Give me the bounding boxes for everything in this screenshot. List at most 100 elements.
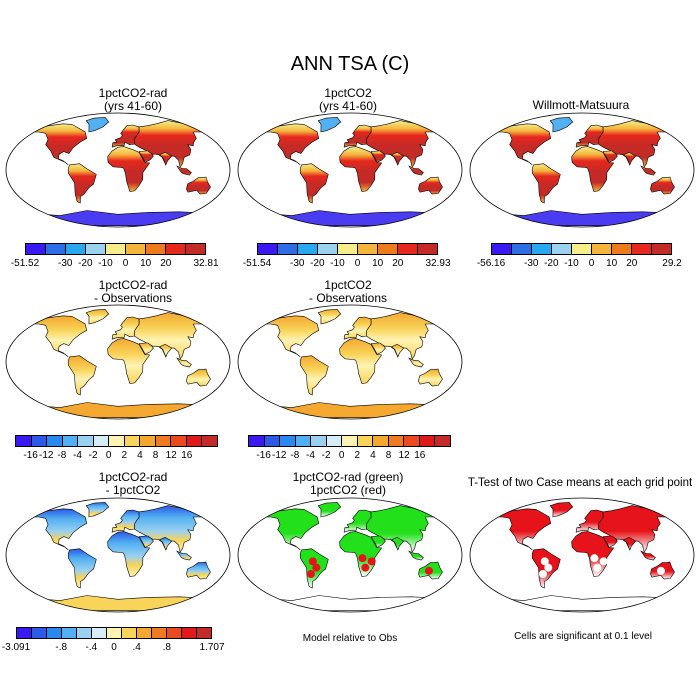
colorbar-swatch <box>171 436 187 446</box>
land-samerica <box>531 163 561 204</box>
colorbar-swatch <box>388 436 405 446</box>
panel-title-p3-line1: Willmott-Matsuura <box>532 98 630 112</box>
land-arabia <box>370 342 386 355</box>
map-p4 <box>5 304 231 420</box>
panel-title-p8-line1: T-Test of two Case means at each grid po… <box>467 477 693 489</box>
map-p5 <box>237 304 463 420</box>
land-seasia <box>408 165 424 176</box>
colorbar-tick-label: -4 <box>306 450 315 461</box>
map-border <box>237 304 463 420</box>
colorbar-tick-label: 0 <box>338 450 345 461</box>
land-europe <box>111 509 140 533</box>
land-greenland <box>85 309 110 325</box>
colorbar-swatch <box>62 436 79 446</box>
colorbar-swatch <box>66 244 86 254</box>
colorbar-swatch <box>278 244 298 254</box>
colorbar-tick-label: 32.81 <box>193 258 219 269</box>
land-namerica <box>494 123 552 166</box>
colorbar-tick-label: -20 <box>310 258 325 269</box>
colorbar-swatch <box>140 436 156 446</box>
map-border <box>469 112 695 228</box>
colorbar-tick-label: -3.091 <box>1 642 31 653</box>
land-arabia <box>370 535 386 548</box>
land-asia <box>365 312 442 360</box>
land-samerica <box>67 548 97 589</box>
colorbar-p3 <box>491 243 672 255</box>
note-ttest: Cells are significant at 0.1 level <box>514 631 652 642</box>
colorbar-tick-label: 0 <box>588 258 595 269</box>
colorbar-swatch <box>258 244 278 254</box>
land-greenland <box>85 502 110 518</box>
colorbar-swatch <box>492 244 512 254</box>
colorbar-tick-label: 2 <box>121 450 128 461</box>
land-greenland <box>549 117 574 133</box>
map-border <box>237 497 463 613</box>
note-compare: Model relative to Obs <box>302 633 398 644</box>
colorbar-tick-label: 12 <box>398 450 410 461</box>
land-europe <box>575 124 604 148</box>
colorbar-tick-label: .8 <box>162 642 171 653</box>
significance-patch <box>599 557 608 566</box>
colorbar-swatch <box>202 436 217 446</box>
colorbar-tick-label: 16 <box>414 450 426 461</box>
land-namerica <box>30 508 88 551</box>
colorbar-swatch <box>280 436 296 446</box>
land-africa <box>107 146 151 192</box>
map-border <box>5 304 231 420</box>
land-africa <box>339 146 383 192</box>
land-india <box>158 151 173 166</box>
colorbar-swatch <box>126 244 146 254</box>
panel-title-p7-line1: 1pctCO2-rad (green) <box>292 470 404 484</box>
land-europe <box>343 316 372 340</box>
significance-patch <box>538 570 547 578</box>
land-australia <box>650 176 675 195</box>
colorbar-swatch <box>137 628 152 638</box>
land-europe <box>343 509 372 533</box>
colorbar-swatch <box>47 436 63 446</box>
colorbar-tick-label: -8 <box>290 450 300 461</box>
colorbar-tick-label: 0 <box>105 450 112 461</box>
land-antarctica <box>26 595 209 611</box>
colorbar-swatch <box>311 436 327 446</box>
land-india <box>622 151 637 166</box>
colorbar-tick-label: 8 <box>152 450 159 461</box>
land-antarctica <box>258 402 441 418</box>
colorbar-tick-label: 0 <box>122 258 129 269</box>
land-africa <box>107 531 151 577</box>
colorbar-tick-label: 16 <box>181 450 193 461</box>
land-india <box>390 151 405 166</box>
panel-title-p1-line1: 1pctCO2-rad <box>98 86 168 100</box>
colorbar-p3-labels: -56.16 -30 -20 -10 0 10 20 29.2 <box>477 258 682 270</box>
significance-patch <box>312 563 321 572</box>
colorbar-swatch <box>419 436 436 446</box>
colorbar-swatch <box>186 244 205 254</box>
colorbar-tick-label: -56.16 <box>476 258 506 269</box>
land-namerica <box>262 315 320 358</box>
map-p8 <box>469 497 695 613</box>
colorbar-swatch <box>17 628 32 638</box>
colorbar-swatch <box>93 436 110 446</box>
colorbar-swatch <box>124 436 141 446</box>
colorbar-swatch <box>86 244 106 254</box>
colorbar-swatch <box>32 628 47 638</box>
colorbar-tick-label: 20 <box>392 258 404 269</box>
colorbar-tick-label: -2 <box>321 450 331 461</box>
land-greenland <box>317 309 342 325</box>
colorbar-p1-labels: -51.52 -30 -20 -10 0 10 20 32.81 <box>11 258 219 270</box>
colorbar-swatch <box>62 628 77 638</box>
land-greenland <box>549 502 574 518</box>
land-namerica <box>30 123 88 166</box>
colorbar-tick-label: -20 <box>544 258 559 269</box>
colorbar-swatch <box>612 244 632 254</box>
land-australia <box>418 368 443 387</box>
colorbar-p2-labels: -51.54 -30 -20 -10 0 10 20 32.93 <box>243 258 451 270</box>
colorbar-swatch <box>155 436 172 446</box>
panel-title-p2-line1: 1pctCO2 <box>324 86 372 100</box>
land-antarctica <box>26 210 209 226</box>
colorbar-swatch <box>532 244 552 254</box>
panel-title-p4-line1: 1pctCO2-rad <box>98 278 168 292</box>
land-namerica <box>494 508 552 551</box>
colorbar-swatch <box>26 244 46 254</box>
panel-title-p1: 1pctCO2-rad (yrs 41-60) <box>23 87 243 113</box>
colorbar-tick-label: -10 <box>98 258 113 269</box>
